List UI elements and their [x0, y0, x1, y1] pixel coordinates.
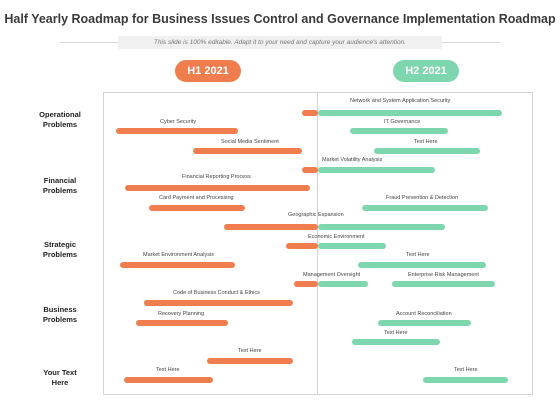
- task-label: Account Reconciliation: [396, 311, 452, 317]
- page-title: Half Yearly Roadmap for Business Issues …: [4, 12, 556, 26]
- task-bar-h1: [286, 243, 318, 249]
- task-bar-h2: [362, 205, 488, 211]
- category-label-line1: Operational: [39, 110, 81, 119]
- task-bar-h1: [207, 358, 293, 364]
- category-label-line1: Business: [43, 305, 77, 314]
- task-label: IT Governance: [384, 119, 421, 125]
- task-label: Social Media Sentiment: [221, 139, 279, 145]
- category-label-line1: Your Text: [43, 368, 77, 377]
- task-bar-h2: [350, 128, 448, 134]
- task-label: Text Here: [156, 367, 180, 373]
- task-bar-h2: [318, 110, 502, 116]
- task-label: Financial Reporting Process: [182, 174, 251, 180]
- task-bar-h1: [124, 377, 213, 383]
- task-bar-h1: [302, 110, 318, 116]
- task-bar-h2: [378, 320, 471, 326]
- task-label: Text Here: [454, 367, 478, 373]
- category-label-line2: Problems: [42, 119, 78, 129]
- period-h1-pill: H1 2021: [175, 60, 241, 82]
- category-label-line1: Strategic: [43, 240, 77, 249]
- task-bar-h1: [149, 205, 245, 211]
- category-label-line2: Problems: [42, 185, 78, 195]
- period-h2-pill: H2 2021: [393, 60, 459, 82]
- roadmap-grid: [103, 92, 533, 395]
- subtitle: This slide is 100% editable. Adapt it to…: [118, 36, 442, 49]
- task-label: Market Volatility Analysis: [322, 157, 383, 163]
- task-label: Card Payment and Processing: [159, 195, 234, 201]
- task-label: Recovery Planning: [158, 311, 205, 317]
- task-bar-h2: [352, 339, 440, 345]
- category-label-line2: Problems: [42, 249, 78, 259]
- task-bar-h2: [392, 281, 495, 287]
- task-bar-h2: [423, 377, 508, 383]
- task-label: Code of Business Conduct & Ethics: [173, 290, 260, 296]
- task-label: Cyber Security: [160, 119, 197, 125]
- category-financial: Financial Problems: [20, 176, 100, 195]
- category-label-line1: Financial: [43, 176, 77, 185]
- task-label: Geographic Expansion: [288, 212, 344, 218]
- task-bar-h1: [294, 281, 318, 287]
- category-label-line2: Problems: [42, 314, 78, 324]
- task-bar-h2: [358, 262, 486, 268]
- task-bar-h1: [302, 167, 318, 173]
- task-bar-h1: [116, 128, 238, 134]
- task-bar-h1: [136, 320, 228, 326]
- task-bar-h1: [125, 185, 310, 191]
- category-your-text: Your Text Here: [20, 368, 100, 387]
- task-bar-h1: [144, 300, 293, 306]
- task-bar-h2: [374, 148, 480, 154]
- category-operational: Operational Problems: [20, 110, 100, 129]
- category-business: Business Problems: [20, 305, 100, 324]
- task-bar-h1: [120, 262, 235, 268]
- task-bar-h1: [193, 148, 302, 154]
- task-label: Market Environment Analysis: [143, 252, 214, 258]
- task-label: Enterprise Risk Management: [408, 272, 479, 278]
- task-label: Text Here: [238, 348, 262, 354]
- task-bar-h2: [318, 281, 368, 287]
- task-label: Text Here: [406, 252, 430, 258]
- task-bar-h2: [318, 167, 435, 173]
- subtitle-rule-left: [60, 42, 118, 43]
- task-label: Management Oversight: [303, 272, 361, 278]
- task-bar-h1: [224, 224, 318, 230]
- task-bar-h2: [318, 243, 386, 249]
- task-label: Fraud Prevention & Detection: [386, 195, 459, 201]
- task-label: Economic Environment: [308, 234, 365, 240]
- task-label: Text Here: [414, 139, 438, 145]
- task-bar-h2: [318, 224, 445, 230]
- task-label: Network and System Application Security: [350, 98, 451, 104]
- category-label-line2: Here: [51, 377, 69, 387]
- subtitle-rule-right: [442, 42, 500, 43]
- category-strategic: Strategic Problems: [20, 240, 100, 259]
- task-label: Text Here: [384, 330, 408, 336]
